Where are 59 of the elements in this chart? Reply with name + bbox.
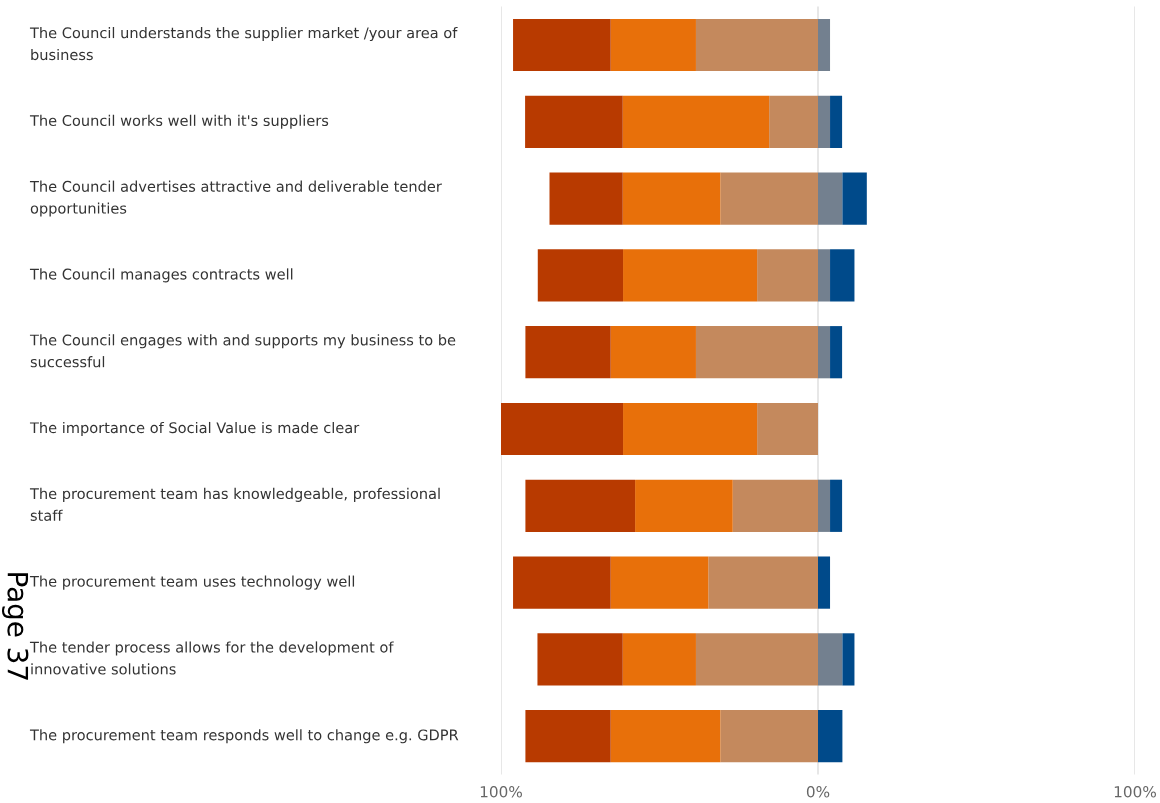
bar bbox=[695, 18, 818, 72]
bar bbox=[842, 633, 855, 686]
y-tick-label: The procurement team has knowledgeable, professional staff bbox=[29, 487, 440, 521]
bar bbox=[610, 556, 709, 609]
bar bbox=[818, 633, 843, 686]
x-tick-label: 0% bbox=[806, 785, 830, 798]
y-tick-label: The procurement team responds well to change e.g. GDPR bbox=[29, 729, 459, 744]
bar bbox=[501, 402, 624, 456]
y-tick-label: The Council engages with and supports my business to be successful bbox=[29, 334, 456, 368]
bar bbox=[525, 710, 611, 763]
bar bbox=[513, 18, 611, 72]
bar bbox=[549, 172, 623, 225]
bar bbox=[830, 326, 843, 379]
bar bbox=[818, 18, 831, 72]
bar bbox=[610, 710, 721, 763]
y-tick-label: The Council advertises attractive and deliverable tender opportunities bbox=[29, 180, 442, 217]
bar bbox=[769, 95, 818, 148]
bar bbox=[622, 172, 721, 225]
bar bbox=[610, 326, 696, 379]
bar bbox=[830, 95, 843, 148]
bar bbox=[695, 326, 818, 379]
bar bbox=[732, 479, 818, 532]
bar bbox=[818, 479, 831, 532]
y-tick-label: The procurement team uses technology well bbox=[29, 575, 355, 590]
y-tick-label: The tender process allows for the development of innovative solutions bbox=[29, 641, 394, 675]
bar bbox=[720, 172, 818, 225]
x-tick-label: 100% bbox=[1114, 785, 1156, 798]
y-tick-label: The importance of Social Value is made clear bbox=[29, 421, 360, 437]
bar bbox=[708, 556, 818, 609]
bar bbox=[610, 18, 696, 72]
bar bbox=[525, 479, 636, 532]
bar bbox=[830, 479, 843, 532]
bar bbox=[537, 633, 623, 686]
bar bbox=[818, 556, 831, 609]
bar bbox=[818, 249, 831, 302]
bar bbox=[623, 249, 758, 302]
bar bbox=[635, 479, 733, 532]
bar bbox=[537, 249, 624, 302]
bar bbox=[623, 402, 758, 456]
bar bbox=[622, 633, 696, 686]
y-tick-label: The Council understands the supplier market /your area of business bbox=[29, 27, 458, 61]
bar bbox=[818, 172, 843, 225]
bar bbox=[525, 326, 611, 379]
bar bbox=[622, 95, 770, 148]
bar bbox=[818, 95, 831, 148]
bar bbox=[818, 710, 843, 763]
bar bbox=[757, 249, 818, 302]
text: Page 37 bbox=[2, 573, 29, 680]
bar bbox=[818, 326, 831, 379]
bar bbox=[695, 633, 818, 686]
bar bbox=[525, 95, 623, 148]
bar bbox=[757, 402, 818, 456]
bar bbox=[842, 172, 867, 225]
bar bbox=[830, 249, 855, 302]
bar bbox=[720, 710, 818, 763]
y-tick-label: The Council works well with it's suppliers bbox=[29, 114, 329, 129]
y-tick-label: The Council manages contracts well bbox=[29, 268, 293, 283]
bar bbox=[513, 556, 611, 609]
x-tick-label: 100% bbox=[480, 785, 522, 798]
